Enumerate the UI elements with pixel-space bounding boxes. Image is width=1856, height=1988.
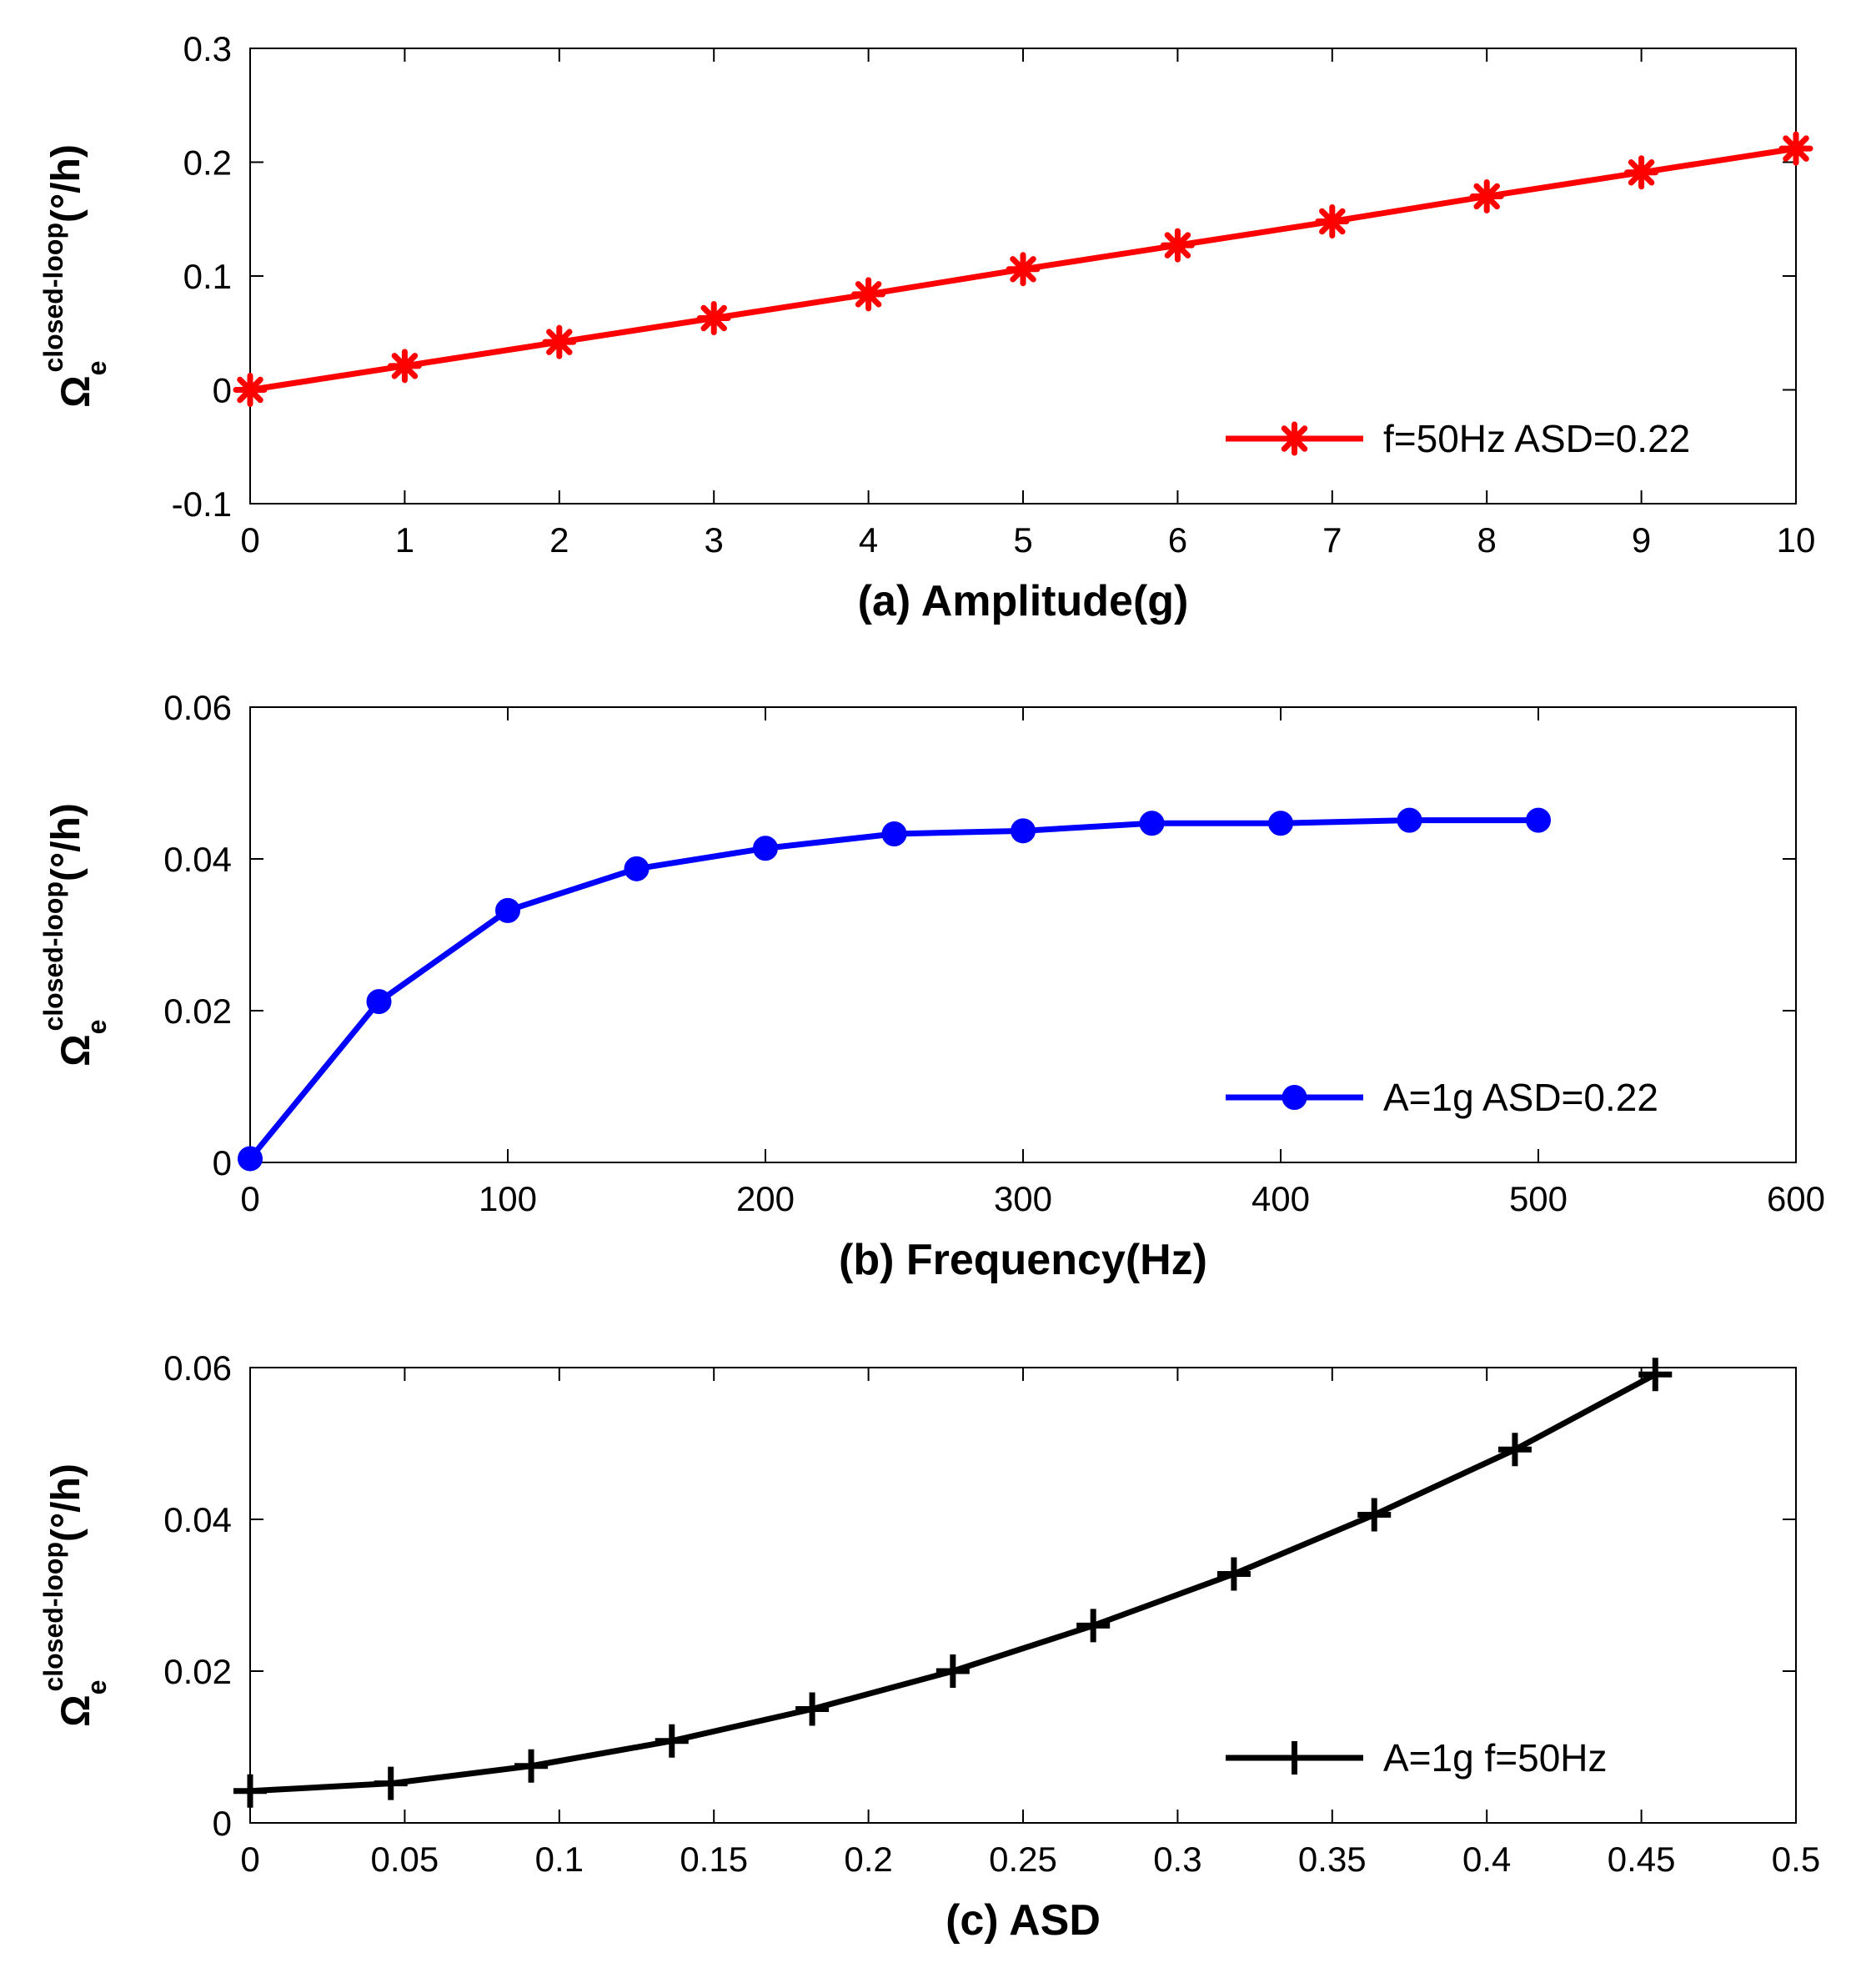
panel-a-data-point — [233, 373, 268, 407]
panel-c-legend-marker — [1277, 1741, 1312, 1775]
panel-b-data-point — [624, 856, 650, 881]
panel-a: 0 1 2 3 4 5 6 7 8 9 10-0.100.10.20.3(a) Amplitude(… — [38, 29, 1815, 625]
panel-b-data-point — [1139, 811, 1165, 836]
panel-a-data-point — [1160, 228, 1195, 263]
panel-a-ytick-label: 0.3 — [183, 29, 232, 68]
panel-b-xtick-label: 300 — [994, 1179, 1052, 1218]
panel-c-data-point — [233, 1774, 267, 1808]
panel-a-xtick-label: 6 — [1168, 520, 1187, 560]
panel-a-xtick-label: 5 — [1013, 520, 1032, 560]
panel-c-xtick-label: 0.1 — [535, 1840, 584, 1879]
panel-a-xlabel: (a) Amplitude(g) — [858, 577, 1189, 625]
panel-c-data-point — [1497, 1433, 1532, 1467]
panel-b-ylabel: Ωeclosed-loop(°/h) — [38, 803, 112, 1067]
panel-c-xtick-label: 0.05 — [371, 1840, 439, 1879]
panel-c-ytick-label: 0.06 — [163, 1348, 232, 1388]
panel-a-xtick-label: 3 — [705, 520, 724, 560]
panel-b-data-point — [238, 1146, 263, 1172]
panel-c-data-point — [1076, 1609, 1111, 1643]
panel-a-ytick-label: 0 — [213, 371, 232, 410]
panel-b-ytick-label: 0 — [213, 1143, 232, 1182]
panel-a-data-point — [1778, 131, 1813, 166]
panel-c-data-point — [795, 1692, 830, 1726]
panel-c-ytick-label: 0.02 — [163, 1652, 232, 1691]
panel-c-xtick-label: 0.3 — [1153, 1840, 1201, 1879]
panel-c-xtick-label: 0.35 — [1298, 1840, 1367, 1879]
panel-a-data-point — [1624, 155, 1659, 190]
panel-b-legend-marker — [1282, 1085, 1307, 1110]
panel-c-data-point — [514, 1749, 549, 1783]
panel-c-xtick-label: 0.5 — [1772, 1840, 1820, 1879]
panel-c-legend-label: A=1g f=50Hz — [1383, 1736, 1608, 1780]
panel-a-data-point — [542, 324, 577, 359]
panel-c-xtick-label: 0.15 — [680, 1840, 748, 1879]
panel-b-ytick-label: 0.06 — [163, 688, 232, 727]
panel-c: 0 0.05 0.1 0.15 0.2 0.25 0.3 0.35 0.4 0.45 0.5 0 0.0… — [38, 1348, 1820, 1945]
panel-b-xtick-label: 600 — [1767, 1179, 1825, 1218]
panel-a-ylabel: Ωeclosed-loop(°/h) — [38, 144, 112, 408]
panel-a-xtick-label: 10 — [1777, 520, 1816, 560]
panel-a-ytick-label: 0.1 — [183, 257, 232, 296]
panel-b-xtick-label: 400 — [1252, 1179, 1310, 1218]
panel-a-data-point — [1315, 203, 1350, 238]
panel-c-data-point — [936, 1654, 970, 1688]
panel-b-xtick-label: 500 — [1509, 1179, 1568, 1218]
panel-b-data-point — [495, 897, 520, 923]
panel-a-xtick-label: 8 — [1477, 520, 1497, 560]
panel-c-ytick-label: 0 — [213, 1804, 232, 1843]
panel-b-ytick-label: 0.04 — [163, 840, 232, 879]
panel-c-xtick-label: 0.4 — [1462, 1840, 1511, 1879]
panel-b-data-point — [1011, 818, 1036, 844]
panel-c-ytick-label: 0.04 — [163, 1500, 232, 1539]
panel-c-data-point — [655, 1724, 689, 1758]
panel-c-data-point — [1357, 1498, 1392, 1532]
panel-a-data-point — [1006, 252, 1041, 287]
panel-a-ytick-label: -0.1 — [172, 484, 232, 524]
panel-a-legend-marker — [1277, 421, 1312, 456]
panel-b-data-point — [1397, 807, 1422, 833]
panel-a-ytick-label: 0.2 — [183, 143, 232, 183]
panel-a-xtick-label: 2 — [549, 520, 569, 560]
panel-b-xtick-label: 100 — [479, 1179, 537, 1218]
panel-a-data-point — [696, 301, 731, 336]
panel-b-data-point — [1268, 811, 1293, 836]
panel-b-data-point — [753, 836, 778, 861]
panel-a-xtick-label: 0 — [240, 520, 259, 560]
panel-a-xtick-label: 1 — [395, 520, 414, 560]
panel-a-data-point — [1469, 178, 1504, 213]
panel-a-xtick-label: 4 — [859, 520, 878, 560]
panel-c-xtick-label: 0 — [240, 1840, 259, 1879]
panel-b-data-point — [1526, 807, 1551, 833]
panel-b-xtick-label: 0 — [240, 1179, 259, 1218]
panel-c-xlabel: (c) ASD — [946, 1896, 1101, 1945]
panel-a-xtick-label: 7 — [1322, 520, 1342, 560]
panel-c-data-point — [1216, 1557, 1251, 1591]
panel-b-xtick-label: 200 — [736, 1179, 795, 1218]
panel-a-xtick-label: 9 — [1632, 520, 1651, 560]
panel-b-data-point — [366, 989, 392, 1015]
panel-a-legend-label: f=50Hz ASD=0.22 — [1383, 417, 1690, 460]
panel-c-xtick-label: 0.25 — [989, 1840, 1057, 1879]
panel-c-data-point — [374, 1766, 408, 1800]
panel-c-xtick-label: 0.2 — [844, 1840, 892, 1879]
panel-b-ytick-label: 0.02 — [163, 991, 232, 1031]
panel-b-xlabel: (b) Frequency(Hz) — [839, 1236, 1207, 1284]
panel-b: 0 100 200 300 400 500 600 0 0.02 0.04 0.06 (b) Freq… — [38, 688, 1825, 1284]
panel-a-data-point — [851, 277, 886, 312]
panel-c-data-point — [1638, 1358, 1673, 1392]
panel-a-data-point — [387, 349, 422, 384]
panel-c-ylabel: Ωeclosed-loop(°/h) — [38, 1463, 112, 1727]
panel-b-data-point — [881, 821, 907, 846]
panel-c-xtick-label: 0.45 — [1608, 1840, 1676, 1879]
panel-b-legend-label: A=1g ASD=0.22 — [1383, 1076, 1658, 1119]
